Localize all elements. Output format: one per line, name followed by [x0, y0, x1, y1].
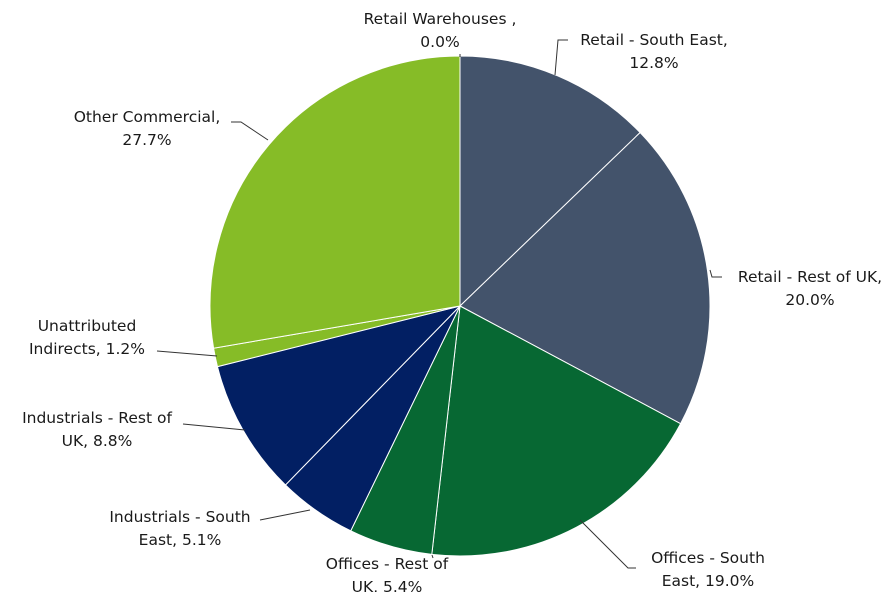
slice-label-line1: Offices - South — [651, 549, 765, 567]
labels-group: Retail Warehouses , 0.0% Retail - South Ea… — [22, 10, 882, 592]
slice-label-line1: Industrials - South — [109, 508, 250, 526]
pie-slice — [209, 55, 461, 349]
slice-label-line2: East, 19.0% — [662, 572, 755, 590]
slice-label-line2: Indirects, 1.2% — [29, 340, 145, 358]
leader-lines-group — [156, 39, 722, 569]
slice-label-line1: Retail - South East, — [580, 31, 728, 49]
leader-line — [431, 554, 434, 559]
slice-label-line1: Retail Warehouses , — [364, 10, 517, 28]
leader-line — [709, 269, 722, 278]
slice-label-line2: 27.7% — [122, 131, 171, 149]
slice-label-line2: UK, 8.8% — [62, 432, 133, 450]
leader-line — [156, 350, 218, 357]
pie-slice — [459, 131, 711, 425]
slice-label-line1: Retail - Rest of UK, — [738, 268, 882, 286]
slice-label-line2: 12.8% — [629, 54, 678, 72]
slice-label-line1: Other Commercial, — [74, 108, 221, 126]
slice-label-line1: Industrials - Rest of — [22, 409, 172, 427]
slices-group — [209, 55, 711, 557]
pie-slice — [459, 55, 641, 308]
slice-label-line1: Unattributed — [38, 317, 137, 335]
leader-line — [554, 39, 568, 76]
slice-label-line2: 0.0% — [420, 33, 459, 51]
slice-label-line2: UK, 5.4% — [352, 578, 423, 592]
leader-line — [182, 423, 246, 431]
pie-slice — [431, 305, 682, 557]
pie-slice — [216, 305, 462, 486]
slice-label-line2: East, 5.1% — [139, 531, 222, 549]
leader-line — [231, 121, 269, 141]
leader-line — [259, 509, 311, 521]
slice-label-line1: Offices - Rest of — [326, 555, 449, 573]
slice-label-line2: 20.0% — [785, 291, 834, 309]
leader-line — [579, 519, 636, 569]
